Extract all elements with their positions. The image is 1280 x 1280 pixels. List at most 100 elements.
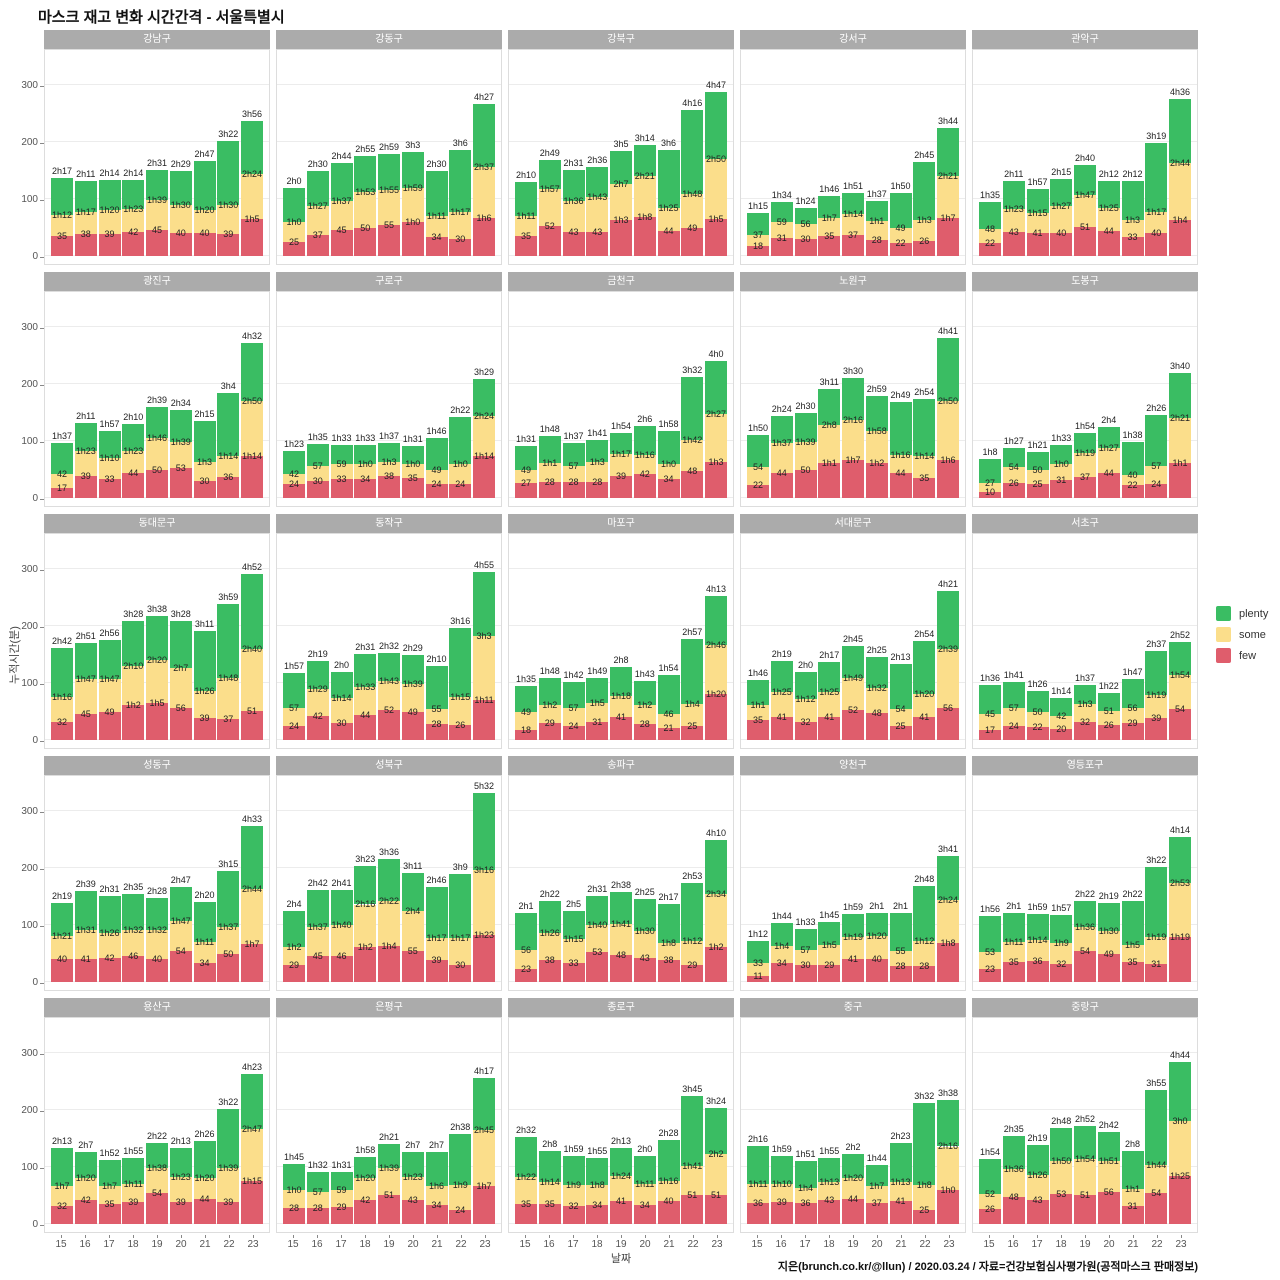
segment-plenty (146, 897, 168, 930)
segment-few (1169, 219, 1191, 256)
segment-some (818, 691, 841, 717)
segment-few (586, 482, 609, 498)
segment-few (241, 218, 263, 256)
some-cumulative-label: 1h27 (1098, 443, 1119, 454)
facet-성북구: 성북구 2h4 1h2 29 2h42 1h37 45 2h41 1h40 46 3h23 2h16 1… (276, 756, 502, 992)
y-tick-label: 0 (8, 251, 44, 262)
some-cumulative-label: 1h17 (450, 207, 471, 218)
some-cumulative-label: 1h17 (610, 449, 632, 460)
stacked-bar-day-21: 1h46 49 24 (425, 426, 448, 498)
some-cumulative-label: 1h1 (750, 700, 766, 711)
few-label: 35 (824, 231, 835, 242)
total-label: 2h55 (355, 144, 376, 155)
segment-few (1050, 233, 1073, 256)
few-label: 1h14 (241, 450, 263, 461)
total-label: 1h31 (402, 434, 423, 445)
total-label: 2h12 (1122, 168, 1143, 179)
segment-some (241, 173, 263, 219)
total-label: 2h17 (819, 649, 840, 660)
segment-few (1002, 483, 1025, 498)
legend: plenty some few (1216, 606, 1268, 663)
segment-few (146, 1193, 168, 1224)
few-label: 1h1 (1172, 458, 1188, 469)
segment-plenty (794, 671, 817, 699)
some-cumulative-label: 57 (312, 460, 323, 471)
few-label: 40 (871, 954, 882, 965)
facet-중구: 중구 2h16 1h11 36 1h59 1h10 39 1h51 1h4 36 1h55 1h13 4… (740, 998, 966, 1250)
stacked-bar-day-15: 2h42 1h16 32 (51, 636, 73, 740)
stacked-bar-day-23: 2h52 1h54 54 (1169, 630, 1191, 740)
total-label: 2h38 (610, 879, 632, 890)
segment-plenty (538, 1151, 561, 1182)
few-label: 1h7 (845, 454, 861, 465)
segment-some (842, 213, 864, 235)
some-cumulative-label: 2h50 (937, 396, 959, 407)
few-label: 22 (895, 238, 906, 249)
few-label: 30 (800, 959, 811, 970)
few-label: 53 (592, 946, 603, 957)
segment-few (657, 728, 680, 740)
segment-few (818, 463, 841, 498)
stacked-bar-day-21: 2h7 1h6 34 (425, 1140, 448, 1224)
segment-few (610, 1200, 632, 1224)
x-tick-label: 19 (842, 1235, 864, 1250)
some-cumulative-label: 2h16 (937, 1141, 959, 1152)
stacked-bar-day-15: 2h10 1h11 35 (515, 170, 537, 256)
some-cumulative-label: 1h20 (914, 689, 935, 700)
few-label: 32 (1056, 958, 1067, 969)
segment-plenty (98, 1160, 121, 1186)
stacked-bar-day-23: 3h56 2h24 1h5 (241, 109, 263, 256)
segment-some (330, 1190, 353, 1208)
few-label: 24 (568, 721, 579, 732)
some-cumulative-label: 54 (895, 704, 906, 715)
total-label: 2h41 (331, 878, 352, 889)
total-label: 4h36 (1169, 86, 1191, 97)
few-label: 37 (871, 1197, 882, 1208)
total-label: 1h50 (890, 181, 911, 192)
segment-plenty (241, 342, 263, 402)
some-cumulative-label: 1h8 (916, 1180, 932, 1191)
segment-few (354, 478, 377, 498)
few-label: 30 (455, 233, 466, 244)
stacked-bar-day-19: 1h54 1h19 37 (1074, 421, 1096, 498)
few-label: 1h7 (244, 938, 260, 949)
segment-few (705, 1194, 727, 1224)
segment-plenty (705, 595, 727, 646)
few-label: 25 (919, 1204, 930, 1215)
segment-plenty (633, 681, 656, 705)
gridline (45, 141, 269, 142)
some-cumulative-label: 1h12 (795, 693, 816, 704)
segment-plenty (169, 886, 192, 922)
gridline (973, 682, 1197, 683)
few-label: 28 (544, 477, 555, 488)
total-label: 2h10 (426, 653, 447, 664)
total-label: 4h17 (473, 1065, 495, 1076)
some-cumulative-label: 2h37 (473, 161, 495, 172)
x-tick-label: 23 (1170, 1235, 1192, 1250)
total-label: 1h48 (539, 424, 560, 435)
few-label: 1h4 (381, 940, 397, 951)
total-label: 2h1 (892, 901, 909, 912)
segment-plenty (401, 446, 424, 464)
segment-few (330, 955, 353, 982)
segment-plenty (98, 895, 121, 933)
y-tick-label: 300 (8, 806, 44, 817)
segment-few (747, 975, 769, 982)
few-label: 41 (615, 711, 626, 722)
few-label: 26 (455, 720, 466, 731)
few-label: 51 (710, 1189, 721, 1200)
few-label: 24 (1151, 479, 1162, 490)
segment-few (633, 1204, 656, 1224)
segment-some (1050, 716, 1073, 729)
segment-plenty (1097, 427, 1120, 449)
some-cumulative-label: 1h17 (450, 933, 471, 944)
segment-plenty (657, 903, 680, 944)
legend-label: some (1239, 628, 1266, 641)
segment-some (241, 648, 263, 711)
x-axis-tick-row: 15 16 17 18 19 20 21 22 23 (44, 1235, 270, 1250)
segment-plenty (354, 866, 377, 905)
segment-plenty (306, 660, 329, 690)
stacked-bar-day-20: 2h0 1h11 34 (633, 1144, 656, 1224)
gridline (509, 383, 733, 384)
segment-plenty (681, 883, 704, 941)
